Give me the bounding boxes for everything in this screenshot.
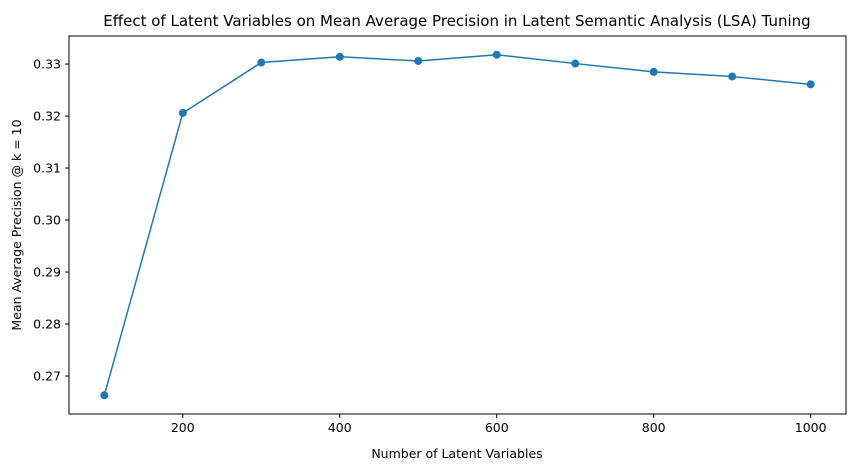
data-point [649, 67, 658, 76]
y-tick-label: 0.32 [33, 109, 61, 124]
data-point [728, 72, 737, 81]
chart-title: Effect of Latent Variables on Mean Avera… [103, 12, 810, 30]
plot-area-frame [68, 35, 847, 415]
x-tick-label: 200 [171, 420, 195, 435]
y-tick-label: 0.28 [33, 317, 61, 332]
data-point [257, 58, 266, 67]
x-tick-label: 800 [642, 420, 666, 435]
x-axis-ticks: 200 400 600 800 1000 [171, 414, 827, 435]
data-point [178, 108, 187, 117]
data-point [100, 391, 109, 400]
data-point [414, 56, 423, 65]
y-axis-label: Mean Average Precision @ k = 10 [9, 119, 24, 330]
y-tick-label: 0.29 [33, 265, 61, 280]
y-tick-label: 0.33 [33, 57, 61, 72]
data-point [335, 52, 344, 61]
x-axis-label: Number of Latent Variables [371, 446, 542, 461]
y-axis-ticks: 0.27 0.28 0.29 0.30 0.31 0.32 0.33 [33, 57, 69, 384]
series-layer [100, 50, 815, 400]
data-point [806, 80, 815, 89]
data-point [492, 50, 501, 59]
x-tick-label: 1000 [795, 420, 827, 435]
x-tick-label: 600 [485, 420, 509, 435]
y-tick-label: 0.31 [33, 161, 61, 176]
y-tick-label: 0.30 [33, 213, 61, 228]
x-tick-label: 400 [328, 420, 352, 435]
series-line [103, 53, 811, 396]
data-point [571, 59, 580, 68]
y-tick-label: 0.27 [33, 369, 61, 384]
